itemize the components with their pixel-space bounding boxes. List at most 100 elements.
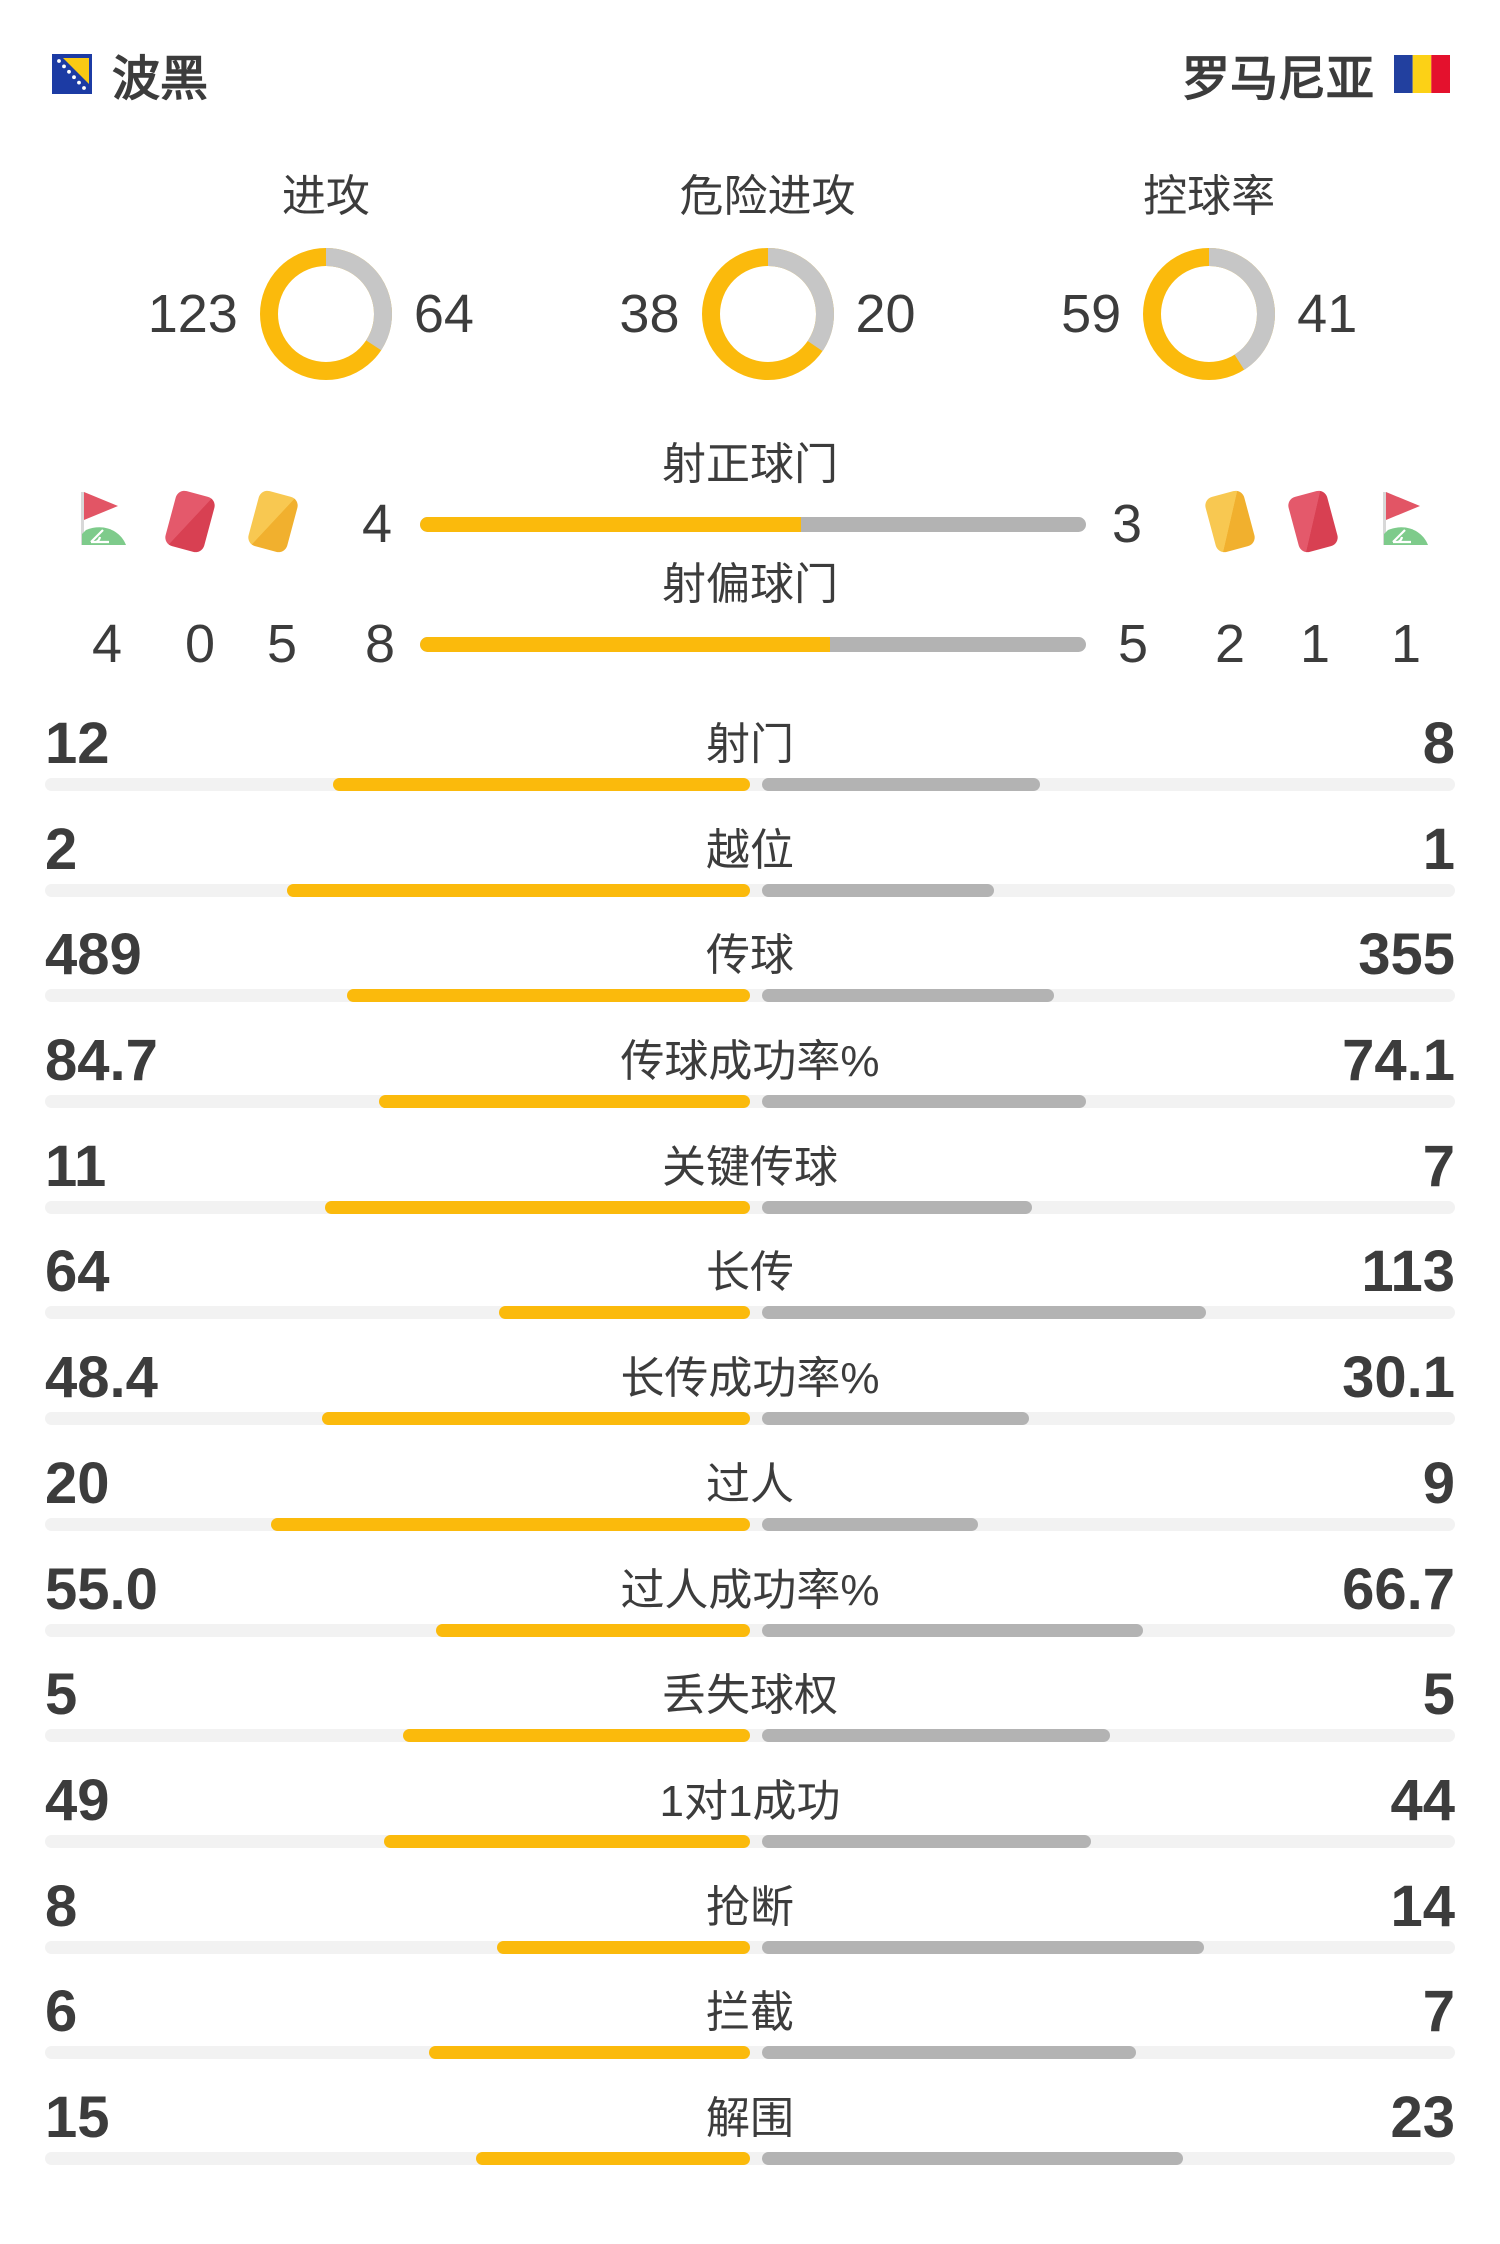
stat-bar-track bbox=[45, 2151, 1455, 2165]
stat-away-value: 44 bbox=[1390, 1767, 1455, 1833]
stat-home-value: 8 bbox=[45, 1873, 78, 1939]
romania-flag-icon bbox=[1394, 55, 1450, 93]
home-red-cards-count: 0 bbox=[184, 614, 216, 674]
home-team: 波黑 bbox=[52, 39, 208, 109]
corner-flag-icon bbox=[70, 489, 130, 549]
stat-home-value: 55.0 bbox=[45, 1556, 158, 1622]
donut-home-value: 38 bbox=[619, 284, 680, 344]
stat-bar-track bbox=[45, 1095, 1455, 1109]
shots-on-target-away: 3 bbox=[1112, 494, 1143, 554]
stat-row: 6 拦截 7 bbox=[45, 1954, 1455, 2060]
stat-bar-track bbox=[45, 1517, 1455, 1531]
stat-home-bar bbox=[402, 1729, 750, 1743]
stat-bar-track bbox=[45, 1412, 1455, 1426]
stat-home-value: 48.4 bbox=[45, 1345, 158, 1411]
donut-ring-chart bbox=[1143, 248, 1276, 380]
stat-row: 15 解围 23 bbox=[45, 2060, 1455, 2166]
stat-away-value: 355 bbox=[1358, 922, 1455, 988]
donut-charts-section: 进攻 123 64 危险进攻 38 20 控球率 59 41 bbox=[105, 174, 1430, 380]
stat-label: 抢断 bbox=[706, 1882, 794, 1932]
stat-home-value: 5 bbox=[45, 1662, 78, 1728]
stat-away-bar bbox=[762, 1834, 1091, 1848]
stat-away-value: 30.1 bbox=[1342, 1345, 1455, 1411]
stat-away-bar bbox=[762, 989, 1055, 1003]
stat-label: 解围 bbox=[706, 2093, 794, 2143]
stat-row: 48.4 长传成功率% 30.1 bbox=[45, 1320, 1455, 1426]
stat-home-value: 49 bbox=[45, 1767, 110, 1833]
stat-away-bar bbox=[762, 1200, 1033, 1214]
stat-away-value: 113 bbox=[1361, 1239, 1455, 1305]
red-card-icon bbox=[1286, 488, 1340, 555]
stat-away-value: 7 bbox=[1422, 1979, 1455, 2045]
stat-away-value: 66.7 bbox=[1342, 1556, 1455, 1622]
stat-home-bar bbox=[347, 989, 750, 1003]
home-team-name: 波黑 bbox=[112, 53, 209, 106]
stat-away-value: 9 bbox=[1422, 1450, 1455, 1516]
stat-label: 传球 bbox=[706, 931, 794, 981]
stat-away-value: 1 bbox=[1422, 816, 1455, 882]
stat-away-bar bbox=[762, 1729, 1110, 1743]
stat-row: 64 长传 113 bbox=[45, 1214, 1455, 1320]
donut-chart-item: 控球率 59 41 bbox=[988, 174, 1430, 380]
shots-on-target-home-bar bbox=[420, 517, 801, 532]
stat-home-bar bbox=[321, 1412, 750, 1426]
stat-home-value: 2 bbox=[45, 816, 78, 882]
stat-row: 49 1对1成功 44 bbox=[45, 1743, 1455, 1849]
shots-on-target-home: 4 bbox=[361, 494, 392, 554]
stat-home-value: 64 bbox=[45, 1239, 110, 1305]
stat-home-bar bbox=[435, 1623, 750, 1637]
red-card-icon bbox=[163, 488, 217, 555]
donut-ring-chart bbox=[259, 248, 392, 380]
stat-row: 2 越位 1 bbox=[45, 792, 1455, 898]
stat-home-value: 20 bbox=[45, 1450, 110, 1516]
stat-row: 489 传球 355 bbox=[45, 897, 1455, 1003]
away-yellow-cards-count: 2 bbox=[1214, 614, 1246, 674]
stat-label: 射门 bbox=[706, 720, 794, 769]
stat-home-value: 489 bbox=[45, 922, 142, 988]
stat-bar-track bbox=[45, 2046, 1455, 2060]
shots-off-target-home-bar bbox=[420, 637, 830, 652]
shots-off-target-away: 5 bbox=[1118, 614, 1149, 674]
donut-home-value: 59 bbox=[1061, 284, 1122, 344]
stat-away-value: 5 bbox=[1422, 1662, 1455, 1728]
stat-row: 20 过人 9 bbox=[45, 1426, 1455, 1532]
stat-away-bar bbox=[762, 2046, 1137, 2060]
stat-away-bar bbox=[762, 1412, 1029, 1426]
donut-away-value: 64 bbox=[413, 284, 474, 344]
shots-off-target-home: 8 bbox=[364, 614, 395, 674]
stat-bar-track bbox=[45, 778, 1455, 791]
stat-label: 过人 bbox=[706, 1459, 794, 1509]
stat-home-value: 6 bbox=[45, 1979, 78, 2045]
stat-label: 越位 bbox=[706, 825, 794, 875]
stat-home-bar bbox=[325, 1200, 750, 1214]
stat-home-bar bbox=[498, 1306, 750, 1320]
stat-home-bar bbox=[270, 1517, 750, 1531]
stat-home-bar bbox=[333, 778, 750, 791]
stat-bar-track bbox=[45, 989, 1455, 1003]
teams-header: 波黑 罗马尼亚 bbox=[0, 0, 1500, 106]
donut-away-value: 20 bbox=[855, 284, 916, 344]
stat-row: 12 射门 8 bbox=[45, 686, 1455, 792]
donut-ring-chart bbox=[701, 248, 834, 380]
stat-away-value: 74.1 bbox=[1342, 1028, 1455, 1094]
stat-bar-track bbox=[45, 1834, 1455, 1848]
stat-label: 关键传球 bbox=[662, 1142, 838, 1192]
stat-label: 拦截 bbox=[706, 1988, 794, 2038]
stat-away-bar bbox=[762, 1623, 1143, 1637]
stat-away-bar bbox=[762, 1940, 1205, 1954]
shots-off-target-label: 射偏球门 bbox=[662, 560, 838, 609]
stat-row: 8 抢断 14 bbox=[45, 1849, 1455, 1955]
stat-away-value: 14 bbox=[1390, 1873, 1455, 1939]
donut-away-value: 41 bbox=[1297, 284, 1358, 344]
home-corners-count: 4 bbox=[91, 614, 123, 674]
away-team-name: 罗马尼亚 bbox=[1181, 53, 1374, 106]
stat-away-bar bbox=[762, 1517, 978, 1531]
shots-on-target-bar bbox=[420, 517, 1086, 532]
stat-label: 过人成功率% bbox=[620, 1565, 880, 1615]
stat-rows-section: 12 射门 8 2 越位 1 489 传球 355 84.7 传球成功率% 74.1 11 关键传球 7 64… bbox=[0, 686, 1500, 2166]
stat-away-bar bbox=[762, 883, 994, 897]
stat-home-bar bbox=[383, 1834, 750, 1848]
donut-label: 控球率 bbox=[1143, 172, 1276, 221]
stat-home-value: 12 bbox=[45, 711, 110, 776]
stat-away-value: 23 bbox=[1390, 2084, 1455, 2150]
